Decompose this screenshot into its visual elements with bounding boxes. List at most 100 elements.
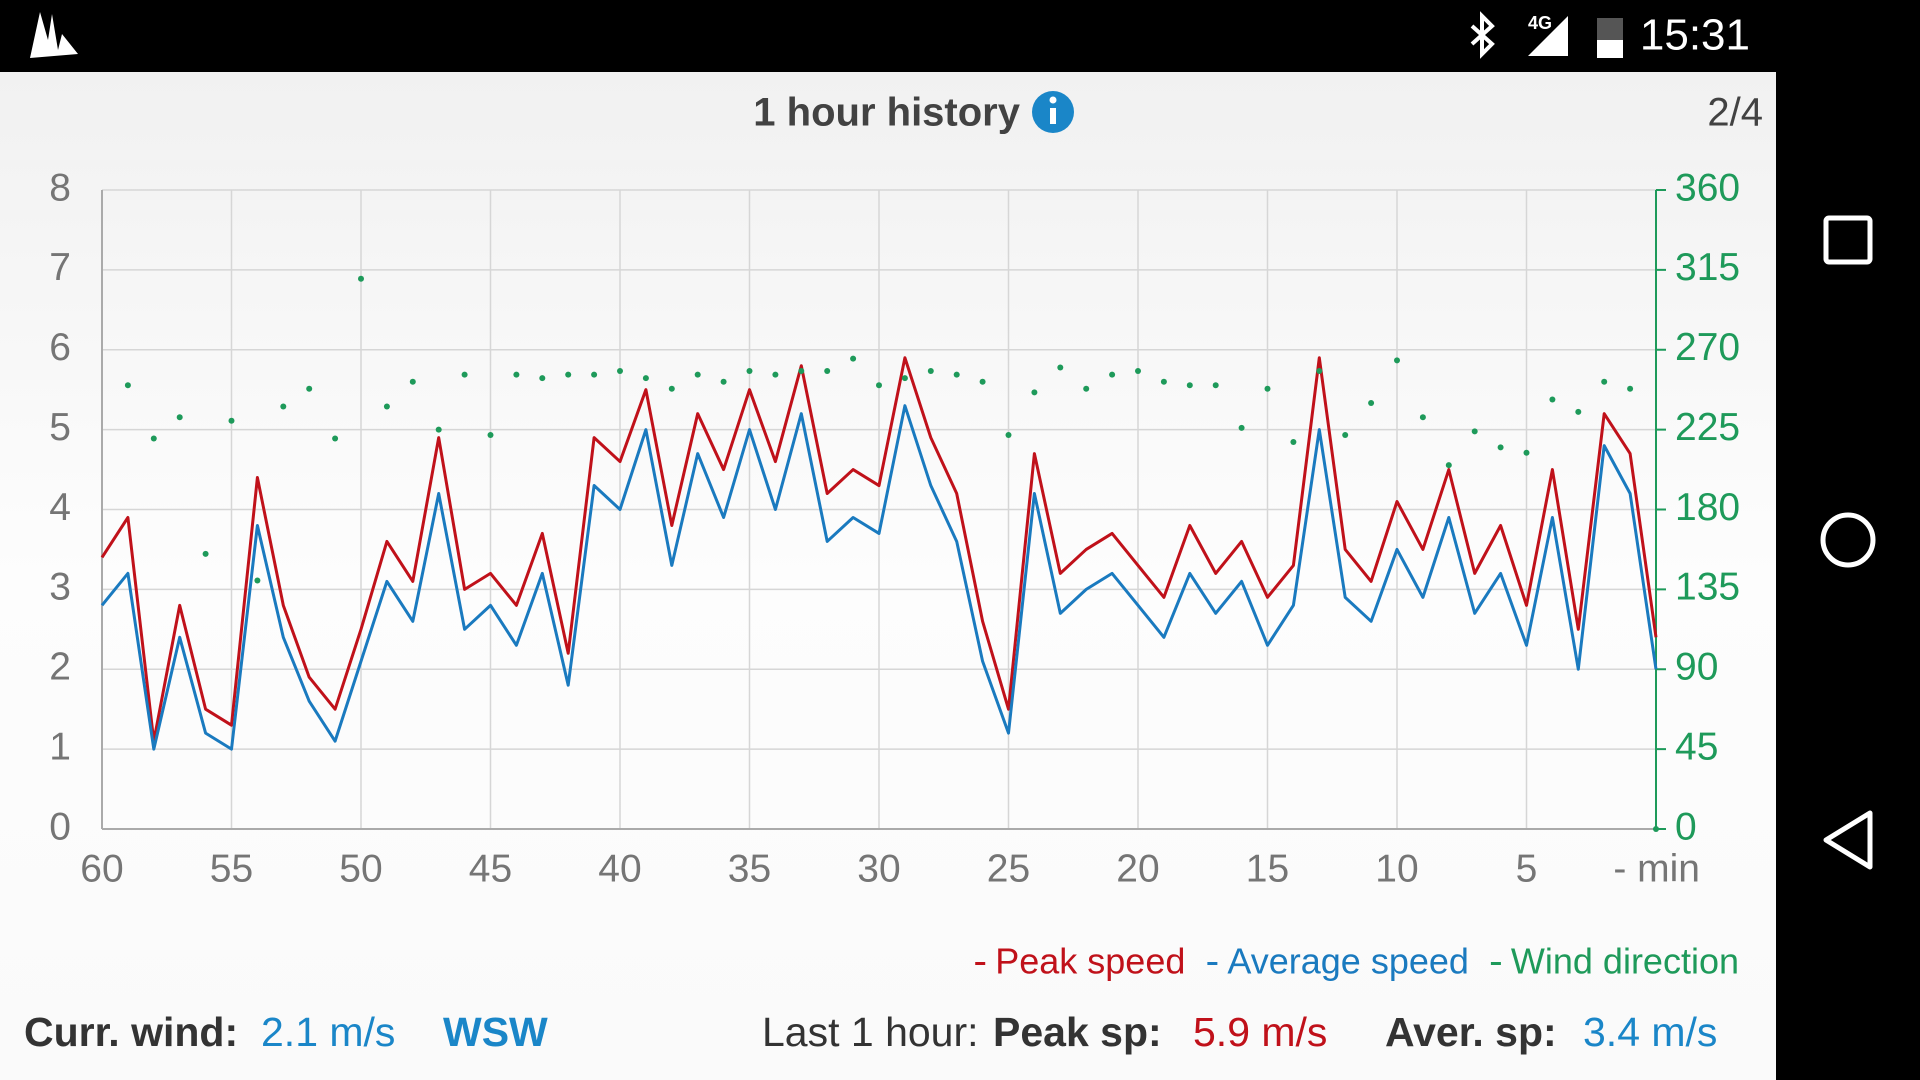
legend-label: Average speed [1227,941,1469,982]
direction-dot [824,368,831,375]
period-label: Last 1 hour: [762,1009,979,1055]
direction-dot [513,371,520,378]
bluetooth-icon [1470,11,1495,59]
direction-dot [1238,424,1245,431]
direction-dot [979,378,986,385]
status-bar [0,0,1920,72]
legend: Wind direction Average speed Peak speed [975,941,1739,982]
direction-dot [306,385,313,392]
direction-dot [1627,385,1634,392]
back-button[interactable] [1823,810,1873,870]
clock: 15:31 [1640,11,1750,60]
x-tick-label: 30 [857,847,900,890]
battery-empty [1597,18,1623,40]
direction-dot [1653,826,1659,832]
page-indicator[interactable]: 2/4 [1707,91,1763,135]
direction-dot [565,371,572,378]
direction-dot [1005,431,1012,438]
direction-dot [798,368,805,375]
x-tick-label: 25 [987,847,1030,890]
x-tick-label: 50 [339,847,382,890]
direction-dot [487,431,494,438]
y2-tick-label: 90 [1675,646,1718,689]
direction-dot [1290,439,1297,446]
direction-dot [332,435,339,442]
legend-marker [1490,962,1501,965]
y2-tick-label: 135 [1675,566,1740,609]
x-tick-label: 45 [469,847,512,890]
info-glyph [1050,108,1056,124]
direction-dot [694,371,701,378]
title: 1 hour history [753,91,1020,135]
direction-dot [409,378,416,385]
direction-dot [1471,428,1478,435]
direction-dot [850,355,857,362]
x-tick-label: - min [1613,847,1700,890]
x-tick-label: 35 [728,847,771,890]
x-tick-label: 55 [210,847,253,890]
y-tick-label: 7 [49,246,71,289]
direction-dot [202,550,209,557]
home-button[interactable] [1820,512,1876,568]
y-tick-label: 8 [49,166,71,209]
legend-marker [1207,962,1218,965]
direction-dot [539,375,546,382]
y-tick-label: 0 [49,805,71,848]
direction-dot [176,414,183,421]
y-tick-label: 2 [49,646,71,689]
direction-dot [1083,385,1090,392]
x-tick-label: 20 [1116,847,1159,890]
nav-bar [1776,72,1920,1080]
y2-tick-label: 315 [1675,246,1740,289]
direction-dot [1523,449,1530,456]
direction-dot [435,426,442,433]
direction-dot [1368,400,1375,406]
direction-dot [901,375,908,382]
network-type: 4G [1528,13,1552,33]
peak-value: 5.9 m/s [1193,1009,1327,1055]
y2-tick-label: 180 [1675,486,1740,529]
y-tick-label: 1 [49,725,71,768]
direction-dot [358,275,364,282]
direction-dot [1419,414,1426,421]
recents-button[interactable] [1823,215,1873,265]
direction-dot [150,435,157,442]
info-glyph-dot [1049,96,1057,104]
direction-dot [953,371,960,378]
direction-dot [1342,431,1349,438]
current-direction: WSW [443,1009,548,1055]
direction-dot [1445,462,1452,469]
direction-dot [254,577,261,584]
direction-dot [1186,382,1193,389]
legend-marker [975,962,986,965]
y2-tick-label: 45 [1675,725,1718,768]
series-line [100,404,1658,751]
average-label: Aver. sp: [1385,1009,1557,1055]
y2-tick-label: 270 [1675,326,1740,369]
direction-dot [876,382,882,389]
direction-dot [1031,389,1038,396]
direction-dot [1316,368,1323,375]
legend-label: Peak speed [995,941,1185,982]
current-speed: 2.1 m/s [261,1009,395,1055]
direction-dot [1549,396,1556,403]
x-tick-label: 15 [1246,847,1289,890]
app-logo [30,12,78,58]
y-tick-label: 5 [49,406,71,449]
signal-icon [1528,16,1568,56]
x-tick-label: 40 [598,847,641,890]
y2-tick-label: 360 [1675,166,1740,209]
direction-dot [617,368,623,375]
direction-dot [1394,357,1400,364]
direction-dot [642,375,649,382]
direction-dot [1264,385,1271,392]
direction-dot [772,371,779,378]
direction-dot [1135,368,1141,375]
y-tick-label: 3 [49,566,71,609]
direction-dot [1212,382,1219,389]
y-tick-label: 4 [49,486,71,529]
direction-dot [1109,371,1116,378]
